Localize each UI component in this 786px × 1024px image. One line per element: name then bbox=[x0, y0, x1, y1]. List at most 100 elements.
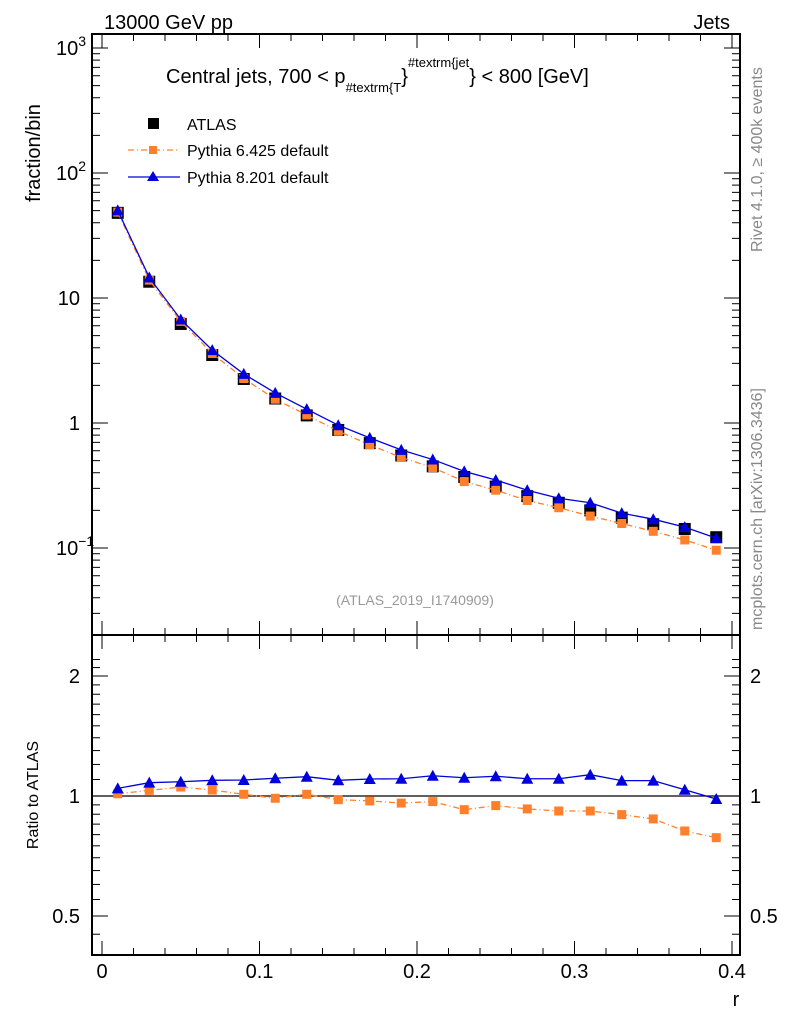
ratio-pythia8-point bbox=[269, 772, 282, 784]
pythia6-point bbox=[554, 503, 564, 513]
pythia6-point bbox=[522, 495, 532, 505]
header-left: 13000 GeV pp bbox=[104, 12, 233, 34]
x-tick-label: 0.1 bbox=[246, 961, 274, 983]
x-tick-label: 0 bbox=[96, 961, 107, 983]
legend: ATLAS Pythia 6.425 default Pythia 8.201 … bbox=[128, 117, 329, 187]
ratio-pythia8-point bbox=[710, 792, 723, 804]
ratio-pythia8-point bbox=[237, 773, 250, 785]
plot-title: Central jets, 700 < p#textrm{T}#textrm{j… bbox=[166, 55, 589, 95]
ratio-pythia8-point bbox=[143, 776, 156, 788]
pythia8-point bbox=[584, 496, 597, 508]
ratio-y-tick-label-left: 2 bbox=[69, 666, 80, 688]
pythia8-point bbox=[521, 484, 534, 496]
ratio-y-tick-label-right: 0.5 bbox=[750, 906, 778, 928]
x-axis-label: r bbox=[733, 989, 740, 1011]
legend-atlas-label: ATLAS bbox=[187, 117, 237, 134]
pythia8-point bbox=[206, 344, 219, 356]
svg-text:Central jets, 700 < p#textrm{T: Central jets, 700 < p#textrm{T}#textrm{j… bbox=[166, 55, 589, 95]
y-tick-label: 103 bbox=[56, 33, 86, 60]
pythia6-point bbox=[302, 410, 312, 420]
y-tick-label: 10−1 bbox=[56, 533, 94, 560]
ratio-pythia6-point bbox=[333, 795, 343, 805]
ratio-pythia8-point bbox=[111, 782, 124, 794]
title-brace: } bbox=[401, 66, 408, 88]
mcplots-label: mcplots.cern.ch [arXiv:1306.3436] bbox=[749, 388, 766, 630]
ratio-pythia8-point bbox=[521, 772, 534, 784]
y-tick-label: 1 bbox=[69, 413, 80, 435]
ratio-pythia8-point bbox=[458, 771, 471, 783]
pythia8-point bbox=[237, 367, 250, 379]
ratio-pythia8-point bbox=[647, 774, 660, 786]
y-tick-label: 102 bbox=[56, 158, 86, 185]
x-tick-label: 0.4 bbox=[718, 961, 746, 983]
pythia6-point bbox=[711, 545, 721, 555]
y-axis-label: fraction/bin bbox=[23, 104, 45, 202]
ratio-pythia8-point bbox=[332, 774, 345, 786]
ratio-pythia8-point bbox=[584, 768, 597, 780]
pythia8-point bbox=[647, 513, 660, 525]
pythia8-point bbox=[710, 532, 723, 544]
ratio-pythia8-point bbox=[206, 774, 219, 786]
ratio-pythia6-point bbox=[207, 785, 217, 795]
ratio-pythia8-point bbox=[395, 772, 408, 784]
pythia6-point bbox=[648, 526, 658, 536]
title-sub: #textrm{T bbox=[346, 80, 402, 95]
ratio-pythia8-point bbox=[552, 772, 565, 784]
ratio-y-tick-label-right: 2 bbox=[750, 666, 761, 688]
pythia6-point bbox=[459, 477, 469, 487]
ratio-y-axis-label: Ratio to ATLAS bbox=[25, 741, 42, 849]
legend-p6-label: Pythia 6.425 default bbox=[187, 143, 329, 160]
atlas-point bbox=[584, 504, 597, 517]
ratio-pythia6-point bbox=[459, 805, 469, 815]
pythia6-point bbox=[270, 394, 280, 404]
ratio-pythia6-point bbox=[396, 798, 406, 808]
title-main: Central jets, 700 < p bbox=[166, 66, 346, 88]
pythia8-point bbox=[552, 492, 565, 504]
ratio-pythia8-point bbox=[489, 770, 502, 782]
ratio-pythia6-point bbox=[648, 814, 658, 824]
x-tick-label: 0.3 bbox=[561, 961, 589, 983]
pythia6-point bbox=[491, 485, 501, 495]
ratio-pythia8-point bbox=[363, 773, 376, 785]
rivet-label: Rivet 4.1.0, ≥ 400k events bbox=[749, 67, 766, 252]
ratio-pythia6-point bbox=[585, 806, 595, 816]
ratio-pythia8-point bbox=[678, 783, 691, 795]
pythia6-point bbox=[396, 452, 406, 462]
pythia6-point bbox=[333, 426, 343, 436]
ratio-pythia6-point bbox=[239, 789, 249, 799]
ratio-pythia6-point bbox=[711, 833, 721, 843]
ratio-pythia6-point bbox=[554, 806, 564, 816]
pythia6-point bbox=[428, 463, 438, 473]
ratio-y-tick-label-left: 0.5 bbox=[52, 906, 80, 928]
legend-p6-marker bbox=[149, 146, 157, 154]
y-tick-label: 10 bbox=[58, 288, 80, 310]
pythia8-point bbox=[174, 313, 187, 325]
ratio-pythia8-point bbox=[300, 770, 313, 782]
ratio-pythia6-point bbox=[522, 804, 532, 814]
ratio-pythia8-point bbox=[426, 769, 439, 781]
pythia8-line bbox=[117, 210, 717, 539]
pythia6-line bbox=[117, 211, 717, 551]
ratio-y-tick-label-left: 1 bbox=[69, 786, 80, 808]
ratio-pythia6-line bbox=[117, 786, 717, 839]
legend-p8-label: Pythia 8.201 default bbox=[187, 170, 329, 187]
pythia8-point bbox=[143, 271, 156, 283]
ratio-pythia6-point bbox=[428, 797, 438, 807]
ratio-pythia6-point bbox=[365, 796, 375, 806]
ratio-pythia6-point bbox=[113, 789, 123, 799]
pythia6-point bbox=[585, 511, 595, 521]
ratio-pythia6-point bbox=[144, 785, 154, 795]
ratio-pythia6-point bbox=[176, 782, 186, 792]
legend-p8-marker bbox=[147, 171, 159, 181]
ratio-pythia8-line bbox=[117, 774, 717, 800]
pythia6-point bbox=[365, 440, 375, 450]
pythia8-point bbox=[332, 419, 345, 431]
ratio-pythia6-point bbox=[491, 801, 501, 811]
ratio-pythia6-point bbox=[617, 810, 627, 820]
pythia8-point bbox=[300, 403, 313, 415]
pythia8-point bbox=[269, 386, 282, 398]
title-sup: #textrm{jet bbox=[408, 55, 470, 70]
pythia8-point bbox=[458, 465, 471, 477]
